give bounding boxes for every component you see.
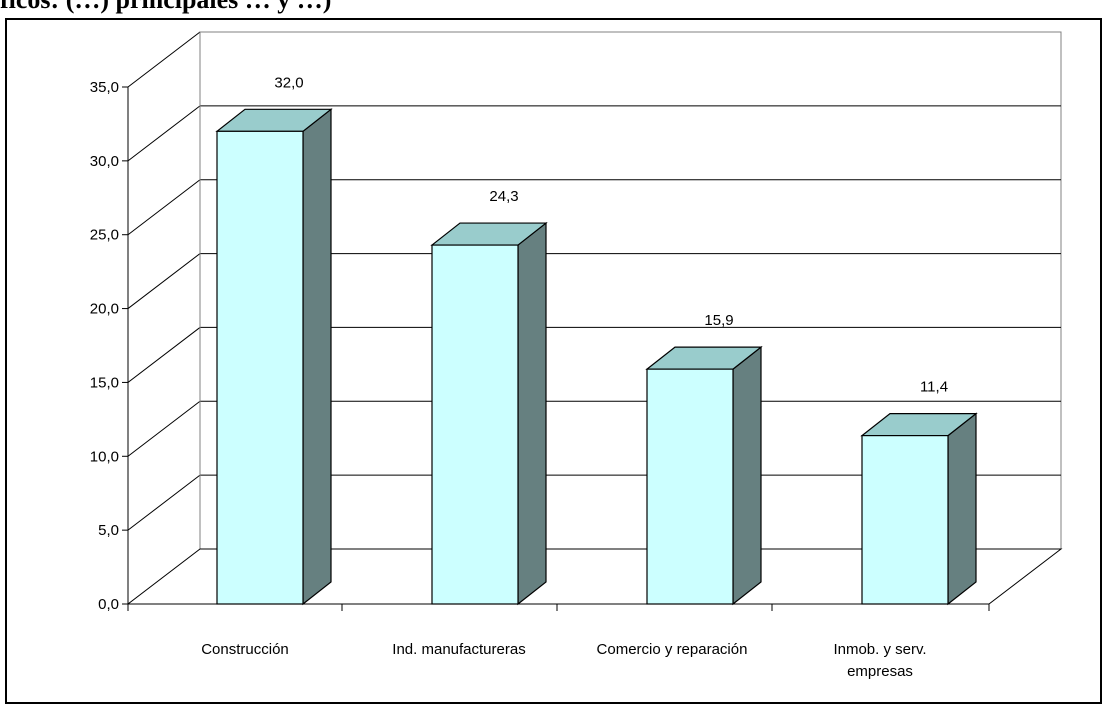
bar-side xyxy=(947,412,977,606)
bar xyxy=(431,244,519,605)
chart-area: 0,0 5,0 10,0 15,0 20,0 25,0 30,0 35,0 32,0 24,3 15… xyxy=(5,18,1102,704)
bar xyxy=(646,368,734,605)
y-tick-label: 30,0 xyxy=(90,153,119,170)
x-category-label: Ind. manufactureras xyxy=(392,641,525,658)
left-wall-gridline xyxy=(127,400,201,457)
y-tick-label: 0,0 xyxy=(98,596,119,613)
bar-side xyxy=(302,108,332,606)
y-tick-label: 20,0 xyxy=(90,301,119,318)
y-tick-label: 35,0 xyxy=(90,79,119,96)
y-tick-label: 25,0 xyxy=(90,227,119,244)
bar-side xyxy=(732,345,762,606)
x-category-label: Construcción xyxy=(201,641,289,658)
left-wall-gridline xyxy=(127,179,201,236)
left-wall-gridline xyxy=(127,327,201,383)
left-wall-top-edge xyxy=(127,31,201,88)
bar xyxy=(861,435,949,605)
x-category-label: Inmob. y serv. xyxy=(833,641,926,658)
bar-side xyxy=(517,221,547,606)
page-title: ficos: (…) principales … y …) xyxy=(0,0,1109,15)
data-label: 11,4 xyxy=(920,379,948,396)
bar xyxy=(216,130,304,605)
left-wall-gridline xyxy=(127,105,201,162)
x-category-label: empresas xyxy=(847,663,913,680)
data-label: 15,9 xyxy=(704,312,733,329)
data-label: 32,0 xyxy=(274,74,303,91)
y-tick-label: 10,0 xyxy=(90,448,119,465)
data-label: 24,3 xyxy=(489,188,518,205)
y-tick-label: 15,0 xyxy=(90,374,119,391)
left-wall-gridline xyxy=(127,474,201,531)
bar-chart: 0,0 5,0 10,0 15,0 20,0 25,0 30,0 35,0 32,0 24,3 15… xyxy=(90,31,1063,680)
left-wall-gridline xyxy=(127,253,201,309)
y-tick-label: 5,0 xyxy=(98,522,119,539)
x-category-label: Comercio y reparación xyxy=(597,641,748,658)
